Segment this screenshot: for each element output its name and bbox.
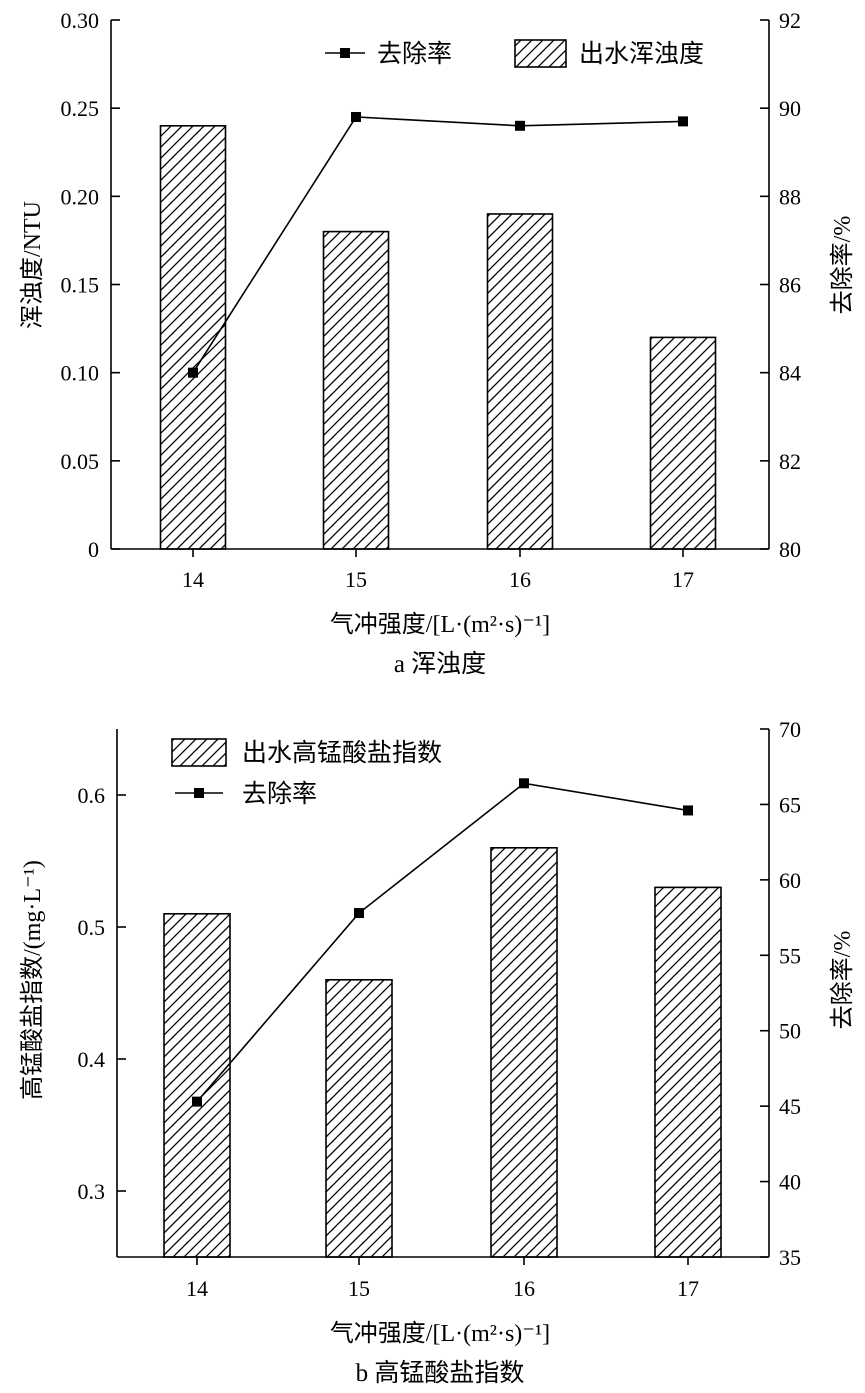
x-tick-label: 17 — [672, 567, 694, 592]
legend-label-turbidity: 出水浑浊度 — [579, 40, 704, 68]
y2-tick-label: 35 — [779, 1245, 801, 1270]
point-17 — [683, 805, 693, 816]
chart-a: 0 0.05 0.10 0.15 0.20 0.25 0.30 80 82 84 86 88 90 92… — [19, 8, 856, 678]
right-axis-ticks: 80 82 84 86 88 90 92 — [760, 8, 801, 562]
x-axis-ticks: 14 15 16 17 — [182, 549, 694, 592]
point-16 — [515, 120, 525, 131]
legend-line-marker — [194, 788, 204, 798]
y2-tick-label: 88 — [779, 184, 801, 209]
legend-bar-swatch — [171, 738, 227, 767]
y-axis-title: 浑浊度/NTU — [19, 201, 46, 329]
chart-caption: b 高锰酸盐指数 — [356, 1359, 525, 1387]
legend-bar-swatch — [514, 39, 567, 68]
bar-16 — [486, 213, 554, 550]
point-14 — [188, 367, 198, 378]
x-tick-label: 16 — [509, 567, 531, 592]
legend-label-removal-rate: 去除率 — [377, 40, 452, 68]
left-axis-ticks: 0 0.05 0.10 0.15 0.20 0.25 0.30 — [61, 8, 120, 562]
point-14 — [192, 1096, 202, 1107]
y2-axis-title: 去除率/% — [829, 216, 856, 315]
x-axis-title: 气冲强度/[L·(m²·s)⁻¹] — [330, 611, 550, 638]
axes-frame — [116, 729, 770, 1258]
line-series-removal-rate — [188, 111, 688, 378]
chart-b: 0.3 0.4 0.5 0.6 35 40 45 50 55 60 65 70 14 15 16 17 出… — [19, 717, 856, 1387]
legend-line-marker — [340, 48, 350, 58]
bar-14 — [163, 912, 231, 1258]
y2-tick-label: 70 — [779, 717, 801, 742]
y2-tick-label: 65 — [779, 792, 801, 817]
y2-tick-label: 90 — [779, 96, 801, 121]
y2-tick-label: 60 — [779, 868, 801, 893]
y-tick-label: 0.3 — [78, 1179, 106, 1204]
y-tick-label: 0.5 — [78, 915, 106, 940]
legend-label-removal-rate: 去除率 — [242, 780, 317, 808]
chart-caption: a 浑浊度 — [394, 650, 486, 678]
y-tick-label: 0.05 — [61, 449, 100, 474]
y2-axis-title: 去除率/% — [829, 931, 856, 1030]
y-tick-label: 0.30 — [61, 8, 100, 33]
bar-15 — [325, 978, 393, 1258]
x-tick-label: 16 — [513, 1276, 535, 1301]
bar-15 — [322, 230, 390, 550]
y-tick-label: 0.15 — [61, 273, 100, 298]
y2-tick-label: 84 — [779, 361, 801, 386]
y-axis-title: 高锰酸盐指数/(mg·L⁻¹) — [19, 860, 46, 1100]
point-17 — [678, 116, 688, 127]
y2-tick-label: 45 — [779, 1094, 801, 1119]
removal-rate-line — [196, 782, 689, 1103]
x-tick-label: 15 — [345, 567, 367, 592]
y2-tick-label: 80 — [779, 537, 801, 562]
point-16 — [519, 778, 529, 789]
point-15 — [351, 111, 361, 122]
y-tick-label: 0.25 — [61, 96, 100, 121]
y2-tick-label: 55 — [779, 943, 801, 968]
removal-rate-line — [192, 116, 684, 374]
y2-tick-label: 40 — [779, 1170, 801, 1195]
y-tick-label: 0.4 — [78, 1047, 106, 1072]
legend-label-permanganate: 出水高锰酸盐指数 — [242, 739, 442, 767]
y-tick-label: 0.6 — [78, 783, 106, 808]
point-15 — [354, 908, 364, 919]
x-tick-label: 14 — [182, 567, 204, 592]
bar-16 — [490, 846, 558, 1258]
y2-tick-label: 82 — [779, 449, 801, 474]
y2-tick-label: 86 — [779, 273, 801, 298]
bar-series-turbidity — [159, 125, 717, 550]
y-tick-label: 0.10 — [61, 361, 100, 386]
line-series-removal-rate — [192, 778, 693, 1107]
x-axis-ticks: 14 15 16 17 — [186, 1257, 699, 1301]
x-tick-label: 15 — [348, 1276, 370, 1301]
x-axis-title: 气冲强度/[L·(m²·s)⁻¹] — [330, 1320, 550, 1347]
y2-tick-label: 92 — [779, 8, 801, 33]
y-tick-label: 0.20 — [61, 184, 100, 209]
y2-tick-label: 50 — [779, 1019, 801, 1044]
bar-series-permanganate — [163, 846, 722, 1258]
x-tick-label: 17 — [677, 1276, 699, 1301]
legend: 去除率 出水浑浊度 — [325, 39, 704, 68]
y-tick-label: 0 — [88, 537, 99, 562]
right-axis-ticks: 35 40 45 50 55 60 65 70 — [760, 717, 801, 1270]
bar-17 — [654, 886, 722, 1258]
bar-17 — [649, 336, 717, 550]
x-tick-label: 14 — [186, 1276, 208, 1301]
left-axis-ticks: 0.3 0.4 0.5 0.6 — [78, 783, 126, 1204]
